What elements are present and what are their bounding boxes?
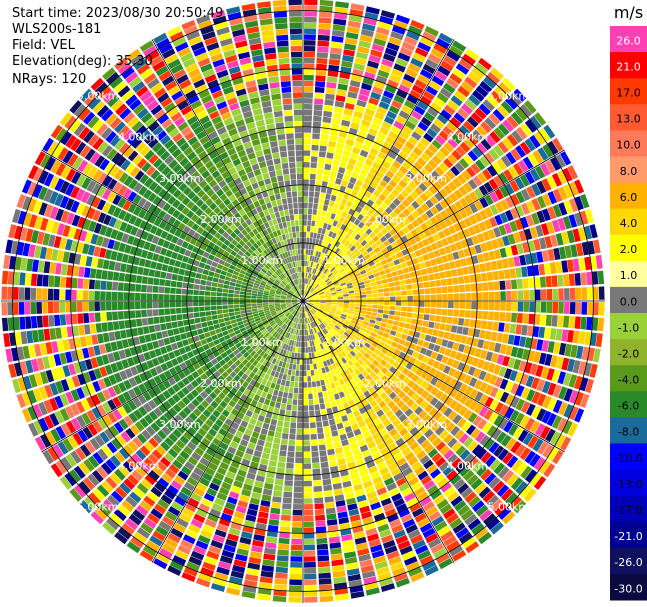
range-ring-label: 5.00km [77, 90, 119, 103]
colorbar-segment [610, 417, 647, 444]
azimuth-spoke [151, 39, 304, 302]
colorbar-segment [610, 208, 647, 236]
azimuth-spoke [302, 300, 455, 563]
azimuth-spoke [302, 149, 565, 302]
colorbar-unit: m/s [614, 3, 643, 22]
range-ring-label: 5.00km [488, 500, 530, 513]
range-ring-label: 5.00km [488, 90, 530, 103]
colorbar-segment [610, 130, 647, 157]
colorbar-tick-label: 17.0 [616, 87, 641, 100]
azimuth-spoke [302, 300, 565, 453]
range-ring-label: 2.00km [200, 213, 242, 226]
range-ring-label: 4.00km [118, 131, 160, 144]
colorbar-segment [610, 286, 647, 314]
colorbar-segment [610, 443, 647, 471]
instrument-name: WLS200s-181 [12, 22, 102, 37]
colorbar: m/s 26.0 21.0 17.0 13.0 10.0 8.0 6.0 4.0 2.0 1.0 0.… [610, 3, 647, 601]
colorbar-segment [610, 573, 647, 601]
colorbar-tick-label: -2.0 [618, 347, 639, 360]
range-ring-label: 2.00km [364, 213, 406, 226]
range-ring-label: 4.00km [446, 131, 488, 144]
colorbar-tick-label: -26.0 [614, 556, 642, 569]
start-time: Start time: 2023/08/30 20:50:49 [12, 6, 224, 21]
colorbar-segment [610, 156, 647, 184]
velocity-gate-group [17, 0, 605, 603]
range-ring-label: 4.00km [446, 459, 488, 472]
azimuth-spoke [151, 300, 304, 563]
colorbar-tick-label: 1.0 [620, 269, 638, 282]
colorbar-tick-label: 13.0 [616, 113, 641, 126]
colorbar-tick-label: -8.0 [618, 426, 639, 439]
colorbar-tick-label: -13.0 [614, 478, 642, 491]
nrays: NRays: 120 [12, 72, 87, 87]
range-ring-label: 1.00km [241, 254, 283, 267]
azimuth-spoke [302, 39, 455, 302]
range-ring-label: 3.00km [405, 418, 447, 431]
colorbar-segment [610, 260, 647, 288]
colorbar-tick-label: -1.0 [618, 321, 639, 334]
colorbar-segment [610, 313, 647, 340]
range-ring-label: 2.00km [200, 377, 242, 390]
field-name: Field: VEL [12, 38, 75, 53]
range-ring-label: 1.00km [323, 254, 365, 267]
colorbar-segment [610, 365, 647, 392]
colorbar-tick-label: -21.0 [614, 530, 642, 543]
colorbar-tick-label: -30.0 [614, 582, 642, 595]
velocity-gate-group [14, 21, 597, 601]
colorbar-tick-label: 21.0 [616, 60, 641, 73]
colorbar-tick-label: -10.0 [614, 452, 642, 465]
range-ring-label: 1.00km [241, 336, 283, 349]
colorbar-segment [610, 495, 647, 523]
azimuth-spoke [41, 300, 304, 453]
colorbar-segment [610, 547, 647, 575]
colorbar-segment [610, 26, 647, 53]
range-ring-label: 3.00km [159, 418, 201, 431]
range-ring-labels: 1.00km 1.00km 1.00km 1.00km 2.00km 2.00km 2.00… [77, 90, 529, 514]
colorbar-tick-label: 8.0 [620, 165, 638, 178]
colorbar-segment [610, 234, 647, 262]
colorbar-segment [610, 182, 647, 210]
range-ring-label: 4.00km [118, 459, 160, 472]
range-ring-label: 3.00km [405, 172, 447, 185]
colorbar-tick-label: -6.0 [618, 400, 639, 413]
colorbar-segment [610, 469, 647, 497]
colorbar-segment [610, 78, 647, 105]
range-ring-label: 3.00km [159, 172, 201, 185]
colorbar-tick-label: -17.0 [614, 504, 642, 517]
range-ring-label: 2.00km [364, 377, 406, 390]
colorbar-tick-label: 26.0 [616, 34, 641, 47]
colorbar-tick-label: 6.0 [620, 191, 638, 204]
colorbar-tick-label: 4.0 [620, 217, 638, 230]
elevation: Elevation(deg): 35.30 [12, 54, 153, 69]
velocity-gate-group [7, 11, 593, 593]
colorbar-tick-label: -4.0 [618, 374, 639, 387]
colorbar-segment [610, 339, 647, 366]
colorbar-tick-label: 10.0 [616, 139, 641, 152]
colorbar-tick-label: 0.0 [620, 295, 638, 308]
azimuth-spoke [41, 149, 304, 302]
velocity-gate-group [7, 1, 605, 596]
colorbar-tick-label: 2.0 [620, 243, 638, 256]
colorbar-segment [610, 391, 647, 418]
range-ring-label: 5.00km [77, 500, 119, 513]
colorbar-segment [610, 521, 647, 549]
azimuth-spokes [1, 0, 605, 603]
colorbar-segment [610, 104, 647, 131]
colorbar-segment [610, 52, 647, 79]
range-ring-label: 1.00km [323, 336, 365, 349]
